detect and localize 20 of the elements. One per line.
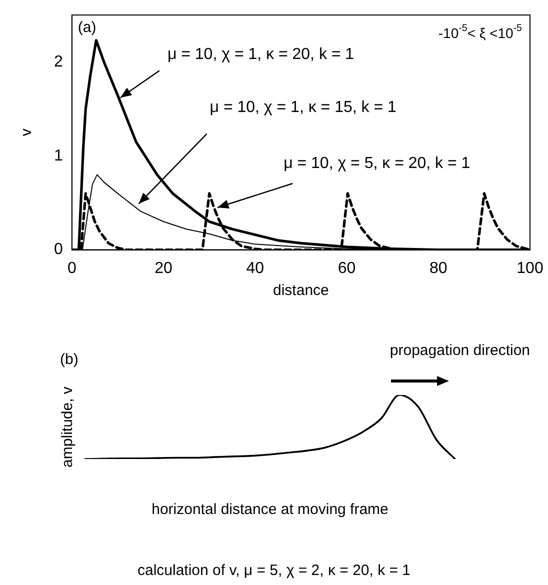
x-tick-label: 80 [429, 260, 448, 277]
y-tick-label: 0 [54, 241, 63, 258]
y-axis-title: v [18, 128, 36, 136]
annotation: μ = 10, χ = 1, κ = 15, k = 1 [210, 99, 396, 116]
text: propagation direction [390, 342, 530, 360]
x-axis-title: horizontal distance at moving frame [152, 501, 388, 518]
x-tick-label: 40 [246, 260, 264, 277]
x-tick-label: 100 [516, 260, 544, 277]
x-tick-label: 60 [338, 260, 356, 277]
text: calculation of v, μ = 5, χ = 2, κ = 20, k = 1 [137, 562, 411, 580]
x-tick-label: 0 [67, 260, 76, 277]
annotation: (a) [78, 19, 96, 36]
annotation: μ = 10, χ = 1, κ = 20, k = 1 [167, 46, 354, 64]
x-axis-title: distance [273, 282, 329, 300]
y-tick-label: 1 [54, 147, 63, 164]
y-tick-label: 2 [54, 53, 63, 70]
text: (b) [60, 351, 78, 368]
x-tick-label: 20 [154, 260, 173, 277]
y-axis-title: amplitude, v [59, 386, 76, 468]
annotation: μ = 10, χ = 5, κ = 20, k = 1 [284, 154, 470, 172]
